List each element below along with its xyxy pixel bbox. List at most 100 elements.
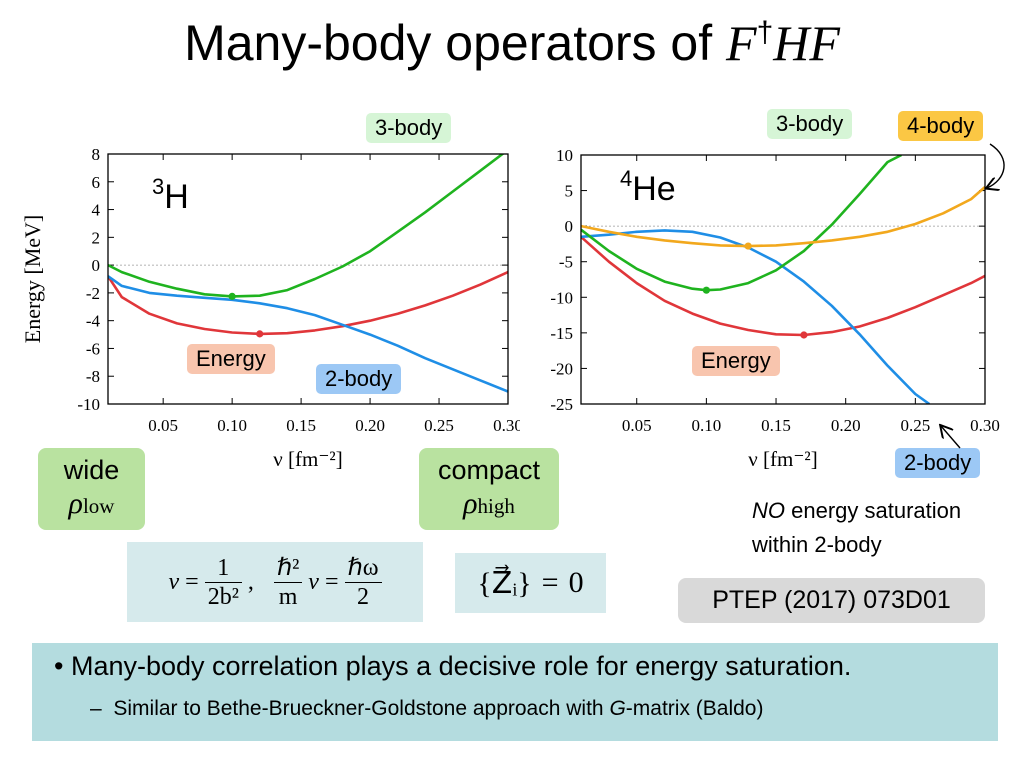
arrow-2body <box>941 426 961 449</box>
title-dagger: † <box>756 16 774 49</box>
wide-label: wide <box>63 455 120 485</box>
x-tick-label: 0.25 <box>424 416 454 435</box>
wide-density-box: wide ρlow <box>38 448 145 530</box>
arrow-4body <box>987 143 1005 188</box>
rho-symbol-high: ρ <box>463 487 478 520</box>
bullet-main-text: Many-body correlation plays a decisive r… <box>70 651 852 681</box>
min-marker-3-body <box>228 292 236 300</box>
y-tick-label: 2 <box>92 228 101 247</box>
y-tick-label: 6 <box>92 173 101 192</box>
y-tick-label: -25 <box>550 395 573 414</box>
y-tick-label: -6 <box>86 339 100 358</box>
min-marker-energy <box>256 330 264 338</box>
x-tick-label: 0.05 <box>622 416 652 435</box>
series-line-3-body <box>108 154 505 298</box>
y-tick-label: 0 <box>565 217 574 236</box>
eq-zero: 0 <box>568 566 584 599</box>
series-line-energy <box>108 270 508 336</box>
rho-symbol: ρ <box>68 487 83 520</box>
bullet-dash: – <box>90 697 114 720</box>
label-2body-right: 2-body <box>895 448 981 478</box>
x-axis-label: ν [fm⁻²] <box>273 447 342 471</box>
eq-hbar2: ℏ² <box>273 554 303 583</box>
plot-frame <box>580 154 986 405</box>
compact-density-box: compact ρhigh <box>419 448 559 530</box>
label-3body-left: 3-body <box>366 113 452 143</box>
zi-constraint-equation: {Z⃗ᵢ} = 0 <box>455 553 606 613</box>
slide-title: Many-body operators of F†HF <box>0 14 1024 72</box>
bullet-dot: • <box>54 651 71 681</box>
y-tick-label: -10 <box>550 288 573 307</box>
series-line-3-body <box>581 155 902 292</box>
min-marker-energy <box>800 331 808 339</box>
title-text: Many-body operators of <box>184 15 727 71</box>
x-tick-label: 0.25 <box>900 416 930 435</box>
eq-m: m <box>278 583 298 610</box>
nucleus-3h-symbol: H <box>164 178 189 216</box>
y-tick-label: 0 <box>92 256 101 275</box>
min-marker-3-body <box>702 286 710 294</box>
y-tick-label: -2 <box>86 284 100 303</box>
rho-high-subscript: high <box>477 494 515 518</box>
y-tick-label: -8 <box>86 367 100 386</box>
x-tick-label: 0.15 <box>761 416 791 435</box>
eq-2b2: 2b² <box>207 583 239 610</box>
rho-low-subscript: low <box>82 494 115 518</box>
eq-one: 1 <box>204 554 242 583</box>
series-line-energy <box>581 235 985 337</box>
nucleus-3h-mass: 3 <box>152 174 165 199</box>
nucleus-4he: 4He <box>620 166 676 209</box>
title-math-hf: HF <box>773 15 840 71</box>
label-energy-right: Energy <box>692 346 780 376</box>
y-tick-label: 8 <box>92 145 101 164</box>
plot-frame <box>107 153 509 405</box>
y-tick-label: -10 <box>77 395 100 414</box>
nucleus-4he-mass: 4 <box>620 166 633 191</box>
y-tick-label: -4 <box>86 312 101 331</box>
y-tick-label: -20 <box>550 359 573 378</box>
series-line-2-body <box>581 229 931 404</box>
no-saturation-note: NO energy saturation within 2-body <box>752 494 961 562</box>
min-marker-4-body <box>744 242 752 250</box>
note-line-1: NO energy saturation <box>752 494 961 528</box>
rho-low: ρlow <box>38 487 145 523</box>
x-tick-label: 0.20 <box>831 416 861 435</box>
x-axis-label: ν [fm⁻²] <box>748 447 817 471</box>
label-2body-left: 2-body <box>316 364 402 394</box>
nucleus-3h: 3H <box>152 174 189 217</box>
eq-comma: , <box>247 568 254 595</box>
bullet-sub-g: G <box>609 697 626 720</box>
bullet-main: • Many-body correlation plays a decisive… <box>54 651 851 682</box>
conclusion-box: • Many-body correlation plays a decisive… <box>32 643 998 741</box>
nu-definition-equation: ν = 1 2b² , ℏ² m ν = ℏω 2 <box>127 542 423 622</box>
rho-high: ρhigh <box>419 487 559 523</box>
chart-3h: 8 6 4 2 0 -2 -4 -6 -8 -10 0.05 0.10 0.15 0.20 0.25 0.30… <box>20 145 520 471</box>
x-tick-label: 0.15 <box>286 416 316 435</box>
compact-label: compact <box>437 455 541 485</box>
note-emphasis: NO <box>752 498 785 523</box>
label-energy-left: Energy <box>187 344 275 374</box>
y-tick-label: 4 <box>92 201 101 220</box>
eq-nu-2: ν <box>308 568 319 595</box>
nucleus-4he-symbol: He <box>632 170 676 208</box>
note-line-2: within 2-body <box>752 532 882 557</box>
eq-two: 2 <box>357 583 369 610</box>
y-tick-label: -15 <box>550 324 573 343</box>
y-tick-label: 10 <box>556 146 573 165</box>
bullet-sub: – Similar to Bethe-Brueckner-Goldstone a… <box>90 697 763 721</box>
chart-4he: 10 5 0 -5 -10 -15 -20 -25 0.05 0.10 0.15 0.20 0.25 0.… <box>550 146 1000 471</box>
bullet-sub-prefix: Similar to Bethe-Brueckner-Goldstone app… <box>113 697 610 720</box>
label-4body-right: 4-body <box>898 111 984 141</box>
eq-equals-3: = <box>541 566 559 599</box>
eq-equals: = <box>185 568 199 595</box>
x-tick-label: 0.05 <box>148 416 178 435</box>
y-tick-label: 5 <box>565 182 574 201</box>
eq-fraction-3: ℏω 2 <box>344 554 382 611</box>
x-tick-label: 0.10 <box>217 416 247 435</box>
x-tick-label: 0.30 <box>970 416 1000 435</box>
eq-zi-set: {Z⃗ᵢ} <box>477 566 532 600</box>
x-tick-label: 0.30 <box>493 416 520 435</box>
y-tick-label: -5 <box>559 253 573 272</box>
eq-equals-2: = <box>324 568 339 595</box>
